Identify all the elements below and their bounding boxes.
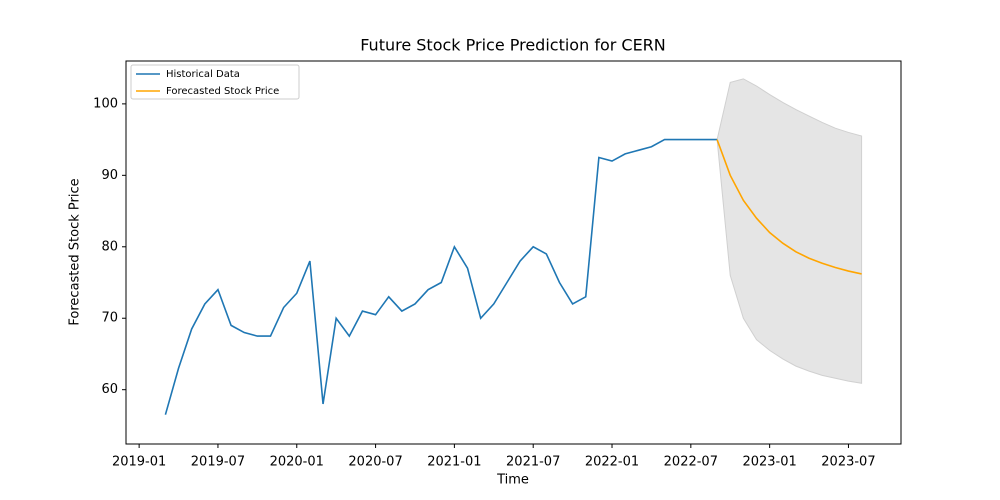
x-tick-label: 2020-01	[270, 455, 324, 470]
x-tick-label: 2023-01	[742, 455, 796, 470]
y-tick-label: 70	[101, 311, 118, 326]
y-tick-label: 80	[101, 239, 118, 254]
data-line	[716, 139, 862, 275]
y-tick-label: 100	[93, 96, 118, 111]
y-tick-label: 90	[101, 168, 118, 183]
x-tick-label: 2019-07	[191, 455, 245, 470]
y-tick-label: 60	[101, 382, 118, 397]
legend-label: Forecasted Stock Price	[166, 86, 279, 97]
x-tick-label: 2021-07	[506, 455, 560, 470]
legend-box	[130, 64, 300, 100]
x-axis-label: Time	[496, 473, 529, 488]
y-axis-label: Forecasted Stock Price	[68, 178, 83, 325]
confidence-band	[716, 78, 863, 384]
plot-frame	[125, 60, 902, 445]
x-tick-label: 2023-07	[821, 455, 875, 470]
x-tick-label: 2022-07	[664, 455, 718, 470]
x-tick-label: 2019-01	[112, 455, 166, 470]
x-tick-label: 2021-01	[427, 455, 481, 470]
data-line	[164, 138, 718, 415]
x-tick-label: 2020-07	[348, 455, 402, 470]
x-tick-label: 2022-01	[585, 455, 639, 470]
legend-label: Historical Data	[166, 69, 240, 80]
chart-title: Future Stock Price Prediction for CERN	[360, 36, 666, 55]
